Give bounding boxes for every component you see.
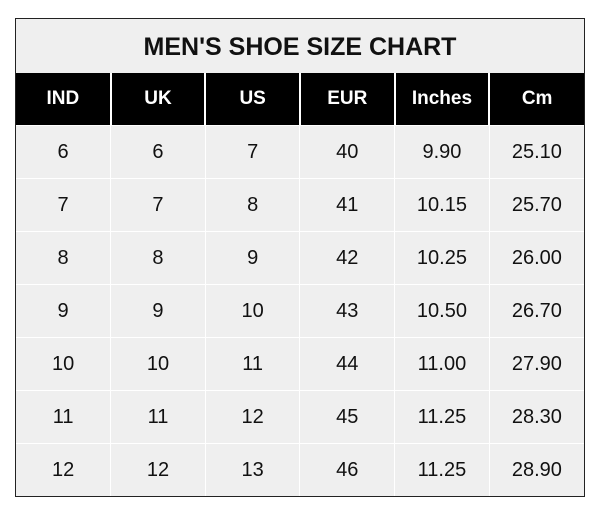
table-cell: 8 bbox=[16, 231, 111, 285]
table-cell: 43 bbox=[299, 284, 395, 338]
table-cell: 40 bbox=[299, 125, 395, 179]
table-cell: 45 bbox=[299, 390, 395, 444]
table-cell: 13 bbox=[204, 443, 300, 496]
chart-title: MEN'S SHOE SIZE CHART bbox=[16, 19, 584, 73]
table-cell: 12 bbox=[16, 443, 111, 496]
table-row: 9 9 10 43 10.50 26.70 bbox=[16, 284, 584, 338]
table-cell: 9 bbox=[110, 284, 206, 338]
column-header: US bbox=[204, 73, 300, 126]
table-cell: 41 bbox=[299, 178, 395, 232]
table-cell: 10.50 bbox=[394, 284, 490, 338]
table-cell: 10 bbox=[16, 337, 111, 391]
table-cell: 7 bbox=[204, 125, 300, 179]
table-cell: 9 bbox=[204, 231, 300, 285]
table-cell: 10 bbox=[110, 337, 206, 391]
table-row: 8 8 9 42 10.25 26.00 bbox=[16, 231, 584, 285]
table-cell: 25.10 bbox=[488, 125, 584, 179]
size-chart-table: MEN'S SHOE SIZE CHART IND UK US EUR Inches Cm… bbox=[15, 18, 585, 497]
size-table: IND UK US EUR Inches Cm 6 6 7 40 9.90 25.10 7 7 8 41 10… bbox=[16, 73, 584, 496]
table-cell: 9.90 bbox=[394, 125, 490, 179]
table-cell: 6 bbox=[16, 125, 111, 179]
table-row: 10 10 11 44 11.00 27.90 bbox=[16, 337, 584, 391]
table-cell: 12 bbox=[204, 390, 300, 444]
table-cell: 8 bbox=[110, 231, 206, 285]
table-cell: 11.25 bbox=[394, 443, 490, 496]
table-cell: 8 bbox=[204, 178, 300, 232]
column-header: UK bbox=[109, 73, 206, 126]
table-row: 12 12 13 46 11.25 28.90 bbox=[16, 443, 584, 496]
table-cell: 11 bbox=[204, 337, 300, 391]
table-cell: 7 bbox=[110, 178, 206, 232]
column-header: IND bbox=[16, 73, 111, 126]
table-cell: 12 bbox=[110, 443, 206, 496]
table-cell: 46 bbox=[299, 443, 395, 496]
table-row: 6 6 7 40 9.90 25.10 bbox=[16, 125, 584, 179]
table-cell: 28.90 bbox=[488, 443, 584, 496]
column-header: Inches bbox=[393, 73, 490, 126]
table-cell: 44 bbox=[299, 337, 395, 391]
table-cell: 26.00 bbox=[488, 231, 584, 285]
header-row: IND UK US EUR Inches Cm bbox=[16, 73, 584, 126]
table-cell: 11 bbox=[110, 390, 206, 444]
table-cell: 9 bbox=[16, 284, 111, 338]
table-cell: 10.25 bbox=[394, 231, 490, 285]
table-cell: 42 bbox=[299, 231, 395, 285]
column-header: Cm bbox=[488, 73, 584, 126]
table-cell: 11.25 bbox=[394, 390, 490, 444]
table-cell: 11 bbox=[16, 390, 111, 444]
table-cell: 7 bbox=[16, 178, 111, 232]
table-cell: 11.00 bbox=[394, 337, 490, 391]
table-row: 11 11 12 45 11.25 28.30 bbox=[16, 390, 584, 444]
table-cell: 6 bbox=[110, 125, 206, 179]
table-cell: 28.30 bbox=[488, 390, 584, 444]
column-header: EUR bbox=[298, 73, 395, 126]
table-cell: 10.15 bbox=[394, 178, 490, 232]
table-cell: 27.90 bbox=[488, 337, 584, 391]
table-cell: 25.70 bbox=[488, 178, 584, 232]
table-row: 7 7 8 41 10.15 25.70 bbox=[16, 178, 584, 232]
table-cell: 10 bbox=[204, 284, 300, 338]
table-cell: 26.70 bbox=[488, 284, 584, 338]
